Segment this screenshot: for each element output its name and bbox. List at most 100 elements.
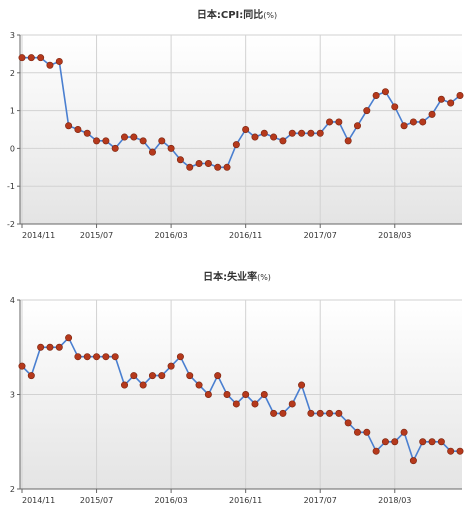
data-point <box>326 409 334 417</box>
data-point <box>204 391 212 399</box>
data-point <box>37 54 45 62</box>
y-tick-label: 2 <box>10 485 15 494</box>
data-point <box>316 129 324 137</box>
data-point <box>381 438 389 446</box>
y-tick-label: 3 <box>10 31 15 40</box>
data-point <box>232 400 240 408</box>
data-point <box>409 457 417 465</box>
data-point <box>447 99 455 107</box>
data-point <box>437 438 445 446</box>
data-point <box>279 409 287 417</box>
x-tick-label: 2016/03 <box>154 496 187 505</box>
data-point <box>111 144 119 152</box>
data-point <box>381 88 389 96</box>
data-point <box>158 137 166 145</box>
data-point <box>428 110 436 118</box>
data-point <box>74 126 82 134</box>
data-point <box>18 54 26 62</box>
data-point <box>176 156 184 164</box>
data-point <box>148 372 156 380</box>
data-point <box>456 447 464 455</box>
data-point <box>55 343 63 351</box>
data-point <box>298 381 306 389</box>
data-point <box>121 381 129 389</box>
data-point <box>65 334 73 342</box>
unemployment-title-text: 日本:失业率 <box>203 272 258 283</box>
data-point <box>419 118 427 126</box>
data-point <box>391 438 399 446</box>
unemployment-chart-title: 日本:失业率(%) <box>0 268 474 283</box>
data-point <box>93 353 101 361</box>
data-point <box>167 362 175 370</box>
cpi-title-text: 日本:CPI:同比 <box>196 10 264 21</box>
data-point <box>260 391 268 399</box>
y-tick-label: 3 <box>10 391 15 400</box>
data-point <box>204 160 212 168</box>
data-point <box>270 133 278 141</box>
data-point <box>251 133 259 141</box>
data-point <box>353 122 361 130</box>
data-point <box>18 362 26 370</box>
data-point <box>447 447 455 455</box>
data-point <box>121 133 129 141</box>
data-point <box>93 137 101 145</box>
data-point <box>419 438 427 446</box>
data-point <box>363 107 371 115</box>
x-tick-label: 2018/03 <box>378 231 411 240</box>
data-point <box>270 409 278 417</box>
data-point <box>251 400 259 408</box>
x-tick-label: 2014/11 <box>22 496 55 505</box>
data-point <box>214 372 222 380</box>
data-point <box>335 409 343 417</box>
data-point <box>102 353 110 361</box>
unemployment-chart: 2 3 4 2014/11 2015/07 2016/03 2016/11 2017/07 20… <box>10 296 464 505</box>
data-point <box>456 91 464 99</box>
data-point <box>111 353 119 361</box>
x-tick-label: 2015/07 <box>80 231 113 240</box>
data-point <box>335 118 343 126</box>
data-point <box>27 54 35 62</box>
data-point <box>372 91 380 99</box>
x-tick-label: 2016/03 <box>154 231 187 240</box>
data-point <box>344 137 352 145</box>
data-point <box>195 160 203 168</box>
data-point <box>46 343 54 351</box>
data-point <box>83 353 91 361</box>
data-point <box>46 61 54 69</box>
data-point <box>307 129 315 137</box>
data-point <box>372 447 380 455</box>
y-tick-label: 1 <box>10 107 15 116</box>
data-point <box>139 381 147 389</box>
data-point <box>139 137 147 145</box>
data-point <box>326 118 334 126</box>
data-point <box>74 353 82 361</box>
data-point <box>55 57 63 65</box>
data-point <box>298 129 306 137</box>
x-tick-label: 2017/07 <box>304 496 337 505</box>
cpi-title-unit: (%) <box>263 11 278 20</box>
data-point <box>316 409 324 417</box>
x-tick-label: 2016/11 <box>229 231 262 240</box>
data-point <box>409 118 417 126</box>
data-point <box>288 129 296 137</box>
data-point <box>391 103 399 111</box>
data-point <box>148 148 156 156</box>
data-point <box>353 428 361 436</box>
data-point <box>344 419 352 427</box>
data-point <box>130 372 138 380</box>
data-point <box>186 372 194 380</box>
data-point <box>279 137 287 145</box>
data-point <box>260 129 268 137</box>
data-point <box>83 129 91 137</box>
data-point <box>186 163 194 171</box>
data-point <box>428 438 436 446</box>
data-point <box>242 126 250 134</box>
data-point <box>232 141 240 149</box>
unemployment-chart-panel: 日本:失业率(%) 2 3 4 2014/11 2015/07 2016/03 2016/1… <box>0 255 474 511</box>
data-point <box>288 400 296 408</box>
data-point <box>176 353 184 361</box>
data-point <box>102 137 110 145</box>
data-point <box>400 428 408 436</box>
data-point <box>242 391 250 399</box>
data-point <box>195 381 203 389</box>
